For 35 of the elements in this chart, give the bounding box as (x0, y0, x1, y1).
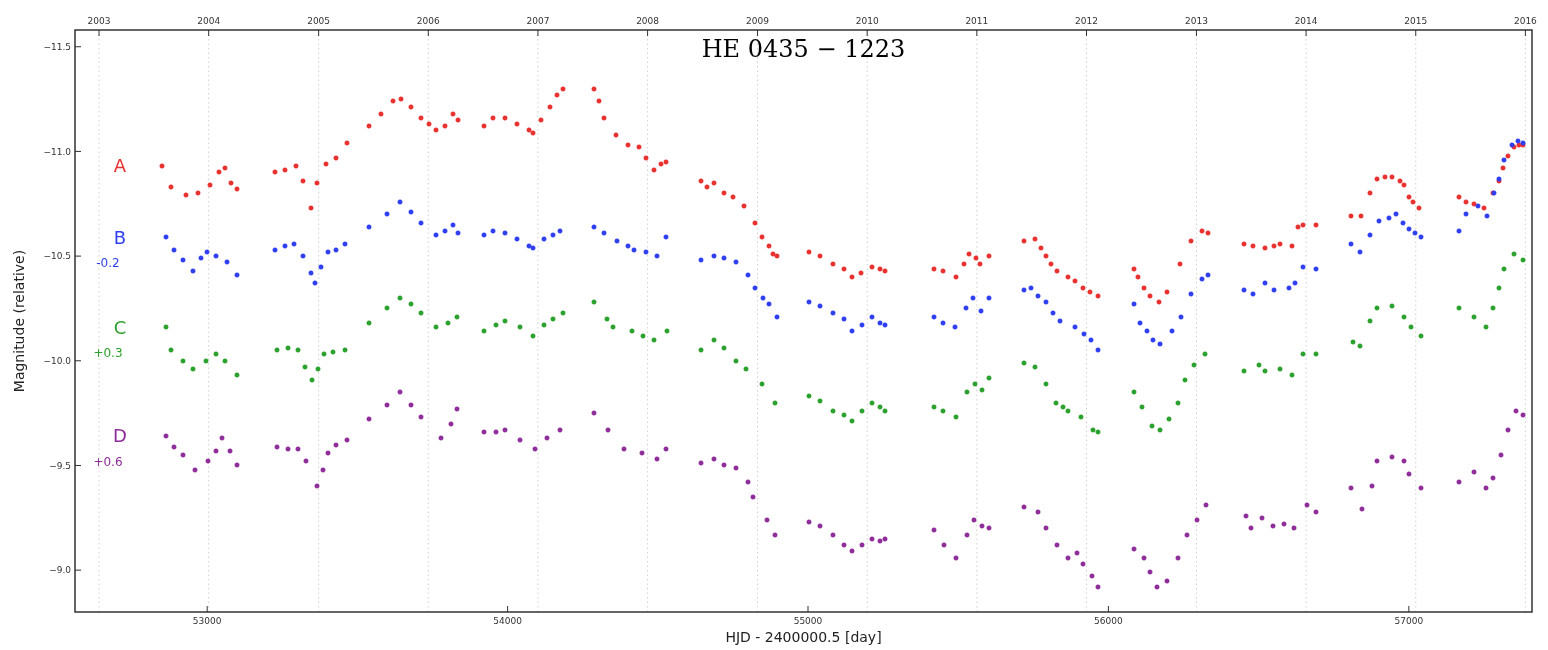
x2-tick-label: 2004 (197, 16, 221, 26)
x-tick-label: 55000 (793, 616, 823, 626)
annotation: +0.6 (93, 455, 123, 470)
y-axis-title: Magnitude (relative) (11, 249, 27, 393)
x-tick-label: 53000 (192, 616, 222, 626)
x2-tick-label: 2013 (1184, 16, 1208, 26)
annotation: -0.2 (96, 256, 120, 271)
y-tick-label: −10.5 (43, 251, 71, 262)
x-tick-label: 56000 (1094, 616, 1123, 626)
x2-tick-label: 2006 (416, 16, 441, 26)
x2-tick-label: 2005 (307, 16, 331, 26)
chart-title: HE 0435 − 1223 (701, 35, 906, 63)
x2-tick-label: 2012 (1075, 16, 1098, 26)
x-axis-title: HJD - 2400000.5 [day] (725, 629, 882, 645)
y-tick-label: −11.5 (43, 41, 71, 52)
x-tick-label: 57000 (1394, 616, 1424, 626)
y-tick-label: −10.0 (43, 355, 72, 366)
x2-tick-label: 2007 (526, 16, 550, 26)
y-tick-label: −9.5 (49, 460, 71, 471)
x2-tick-label: 2016 (1513, 16, 1538, 26)
x2-tick-label: 2015 (1404, 16, 1428, 26)
x2-tick-label: 2014 (1294, 16, 1318, 26)
x2-tick-label: 2010 (855, 16, 879, 26)
x2-tick-label: 2008 (636, 16, 660, 26)
x2-tick-label: 2009 (746, 16, 770, 26)
x2-tick-label: 2011 (965, 16, 989, 26)
y-tick-label: −9.0 (49, 565, 72, 576)
text: D (113, 425, 127, 447)
annotation: +0.3 (93, 346, 123, 361)
x-tick-label: 54000 (493, 616, 523, 626)
series-label: A (113, 155, 127, 177)
y-tick-label: −11.0 (43, 146, 72, 157)
x2-tick-label: 2003 (87, 16, 111, 26)
text: C (113, 316, 127, 338)
text: B (113, 226, 127, 248)
